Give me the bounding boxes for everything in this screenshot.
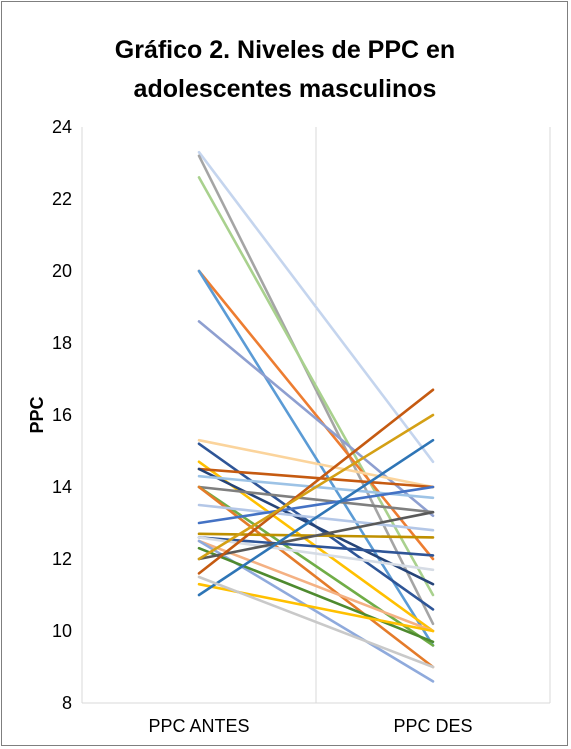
y-tick-label: 20: [52, 261, 72, 281]
series-line: [197, 150, 435, 464]
series-line: [197, 467, 435, 489]
y-tick-label: 8: [62, 693, 72, 713]
series-line: [197, 413, 435, 561]
chart-title-line1: Gráfico 2. Niveles de PPC en: [115, 36, 455, 64]
y-tick-label: 14: [52, 477, 72, 497]
tick-layer: 8 10 12 14 16 18 20 22 24 PPC ANTES PPC DES: [52, 117, 473, 736]
series-line: [197, 539, 435, 633]
series-line: [197, 269, 435, 561]
series-line: [197, 575, 435, 669]
series-line: [197, 485, 435, 514]
series-line: [197, 154, 435, 626]
y-tick-label: 12: [52, 549, 72, 569]
y-tick-label: 22: [52, 189, 72, 209]
series-line: [197, 485, 435, 525]
series-line: [197, 510, 435, 561]
x-tick-label: PPC ANTES: [148, 716, 249, 736]
y-tick-label: 24: [52, 117, 72, 137]
y-tick-label: 10: [52, 621, 72, 641]
series-line: [197, 438, 435, 489]
series-line: [197, 536, 435, 557]
series-line: [197, 438, 435, 597]
y-tick-label: 16: [52, 405, 72, 425]
series-line: [197, 485, 435, 647]
chart-title-line2: adolescentes masculinos: [134, 75, 437, 103]
series-layer: [197, 150, 435, 683]
y-axis-title: PPC: [27, 396, 47, 433]
series-line: [197, 546, 435, 644]
series-line: [197, 388, 435, 575]
x-tick-label: PPC DES: [393, 716, 472, 736]
y-tick-label: 18: [52, 333, 72, 353]
